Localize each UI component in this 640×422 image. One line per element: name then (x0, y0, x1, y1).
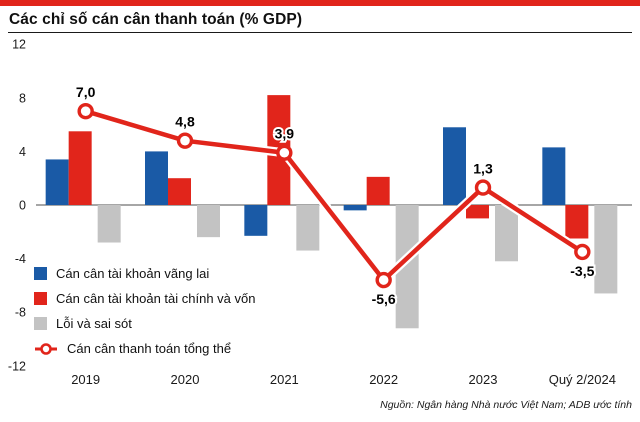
chart-plot-area: 12 8 4 0 -4 -8 -12 7,0 4,8 3,9 -5,6 1,3 -3,5 2019 2020… (8, 38, 632, 387)
bar-series2-2020 (197, 205, 220, 238)
x-axis-label: 2019 (71, 372, 100, 387)
line-data-label: 1,3 (473, 161, 493, 177)
line-marker (474, 179, 492, 196)
x-axis-label: 2020 (171, 372, 200, 387)
bar-series2-2022 (395, 205, 419, 329)
line-marker (77, 102, 94, 120)
bar-series2-2019 (97, 205, 121, 243)
y-axis-label: -8 (15, 306, 26, 320)
line-marker (176, 132, 194, 149)
legend-label: Cán cân tài khoản vãng lai (56, 266, 210, 281)
legend-item-overall-balance: Cán cân thanh toán tổng thể (34, 341, 255, 356)
chart-title: Các chỉ số cán cân thanh toán (% GDP) (9, 11, 303, 28)
bar-series1-2023 (466, 205, 489, 219)
bar-series1-Quý 2/2024 (565, 205, 589, 239)
top-accent-bar (0, 0, 640, 6)
line-marker (574, 243, 591, 261)
bar-series2-2021 (296, 205, 320, 251)
legend-item-errors-omissions: Lỗi và sai sót (34, 316, 255, 331)
bar-series0-2022 (343, 205, 367, 211)
bar-series0-2019 (45, 159, 69, 205)
line-data-label: -5,6 (372, 291, 396, 307)
y-axis-label: 0 (19, 199, 26, 213)
source-note: Nguồn: Ngân hàng Nhà nước Việt Nam; ADB … (380, 399, 632, 411)
bar-series2-Quý 2/2024 (594, 205, 618, 294)
line-data-label: -3,5 (570, 263, 594, 279)
bar-series1-2022 (366, 176, 390, 205)
bar-series0-2023 (443, 127, 466, 205)
line-marker (375, 271, 392, 289)
x-axis-label: 2023 (469, 372, 498, 387)
line-series (83, 108, 585, 283)
legend-swatch-gray (34, 317, 47, 330)
x-axis-label: 2021 (270, 372, 299, 387)
bar-series0-2020 (145, 151, 168, 205)
title-divider (8, 32, 632, 33)
y-axis-label: 4 (19, 145, 26, 159)
legend-item-current-account: Cán cân tài khoản vãng lai (34, 266, 255, 281)
x-axis-label: Quý 2/2024 (549, 372, 616, 387)
legend-label: Cán cân tài khoản tài chính và vốn (56, 291, 256, 306)
legend-swatch-blue (34, 267, 47, 280)
line-data-label: 7,0 (76, 84, 96, 100)
bar-series0-Quý 2/2024 (542, 147, 566, 205)
y-axis-label: 8 (19, 91, 26, 105)
y-axis-label: -12 (8, 359, 26, 373)
x-axis-label: 2022 (369, 372, 398, 387)
bar-series2-2023 (495, 205, 518, 262)
legend-label: Lỗi và sai sót (56, 316, 132, 331)
bar-series1-2020 (168, 178, 191, 205)
legend-swatch-red (34, 292, 47, 305)
bar-series1-2019 (68, 131, 92, 205)
y-axis-label: -4 (15, 252, 26, 266)
bar-series0-2021 (244, 205, 268, 236)
chart-legend: Cán cân tài khoản vãng lai Cán cân tài k… (34, 266, 255, 356)
legend-label: Cán cân thanh toán tổng thể (67, 341, 232, 356)
legend-item-financial-account: Cán cân tài khoản tài chính và vốn (34, 291, 255, 306)
line-data-label: 4,8 (175, 114, 195, 130)
y-axis-label: 12 (12, 38, 26, 52)
legend-line-marker-icon (34, 342, 58, 356)
line-marker (276, 144, 293, 161)
line-data-label: 3,9 (275, 126, 295, 142)
